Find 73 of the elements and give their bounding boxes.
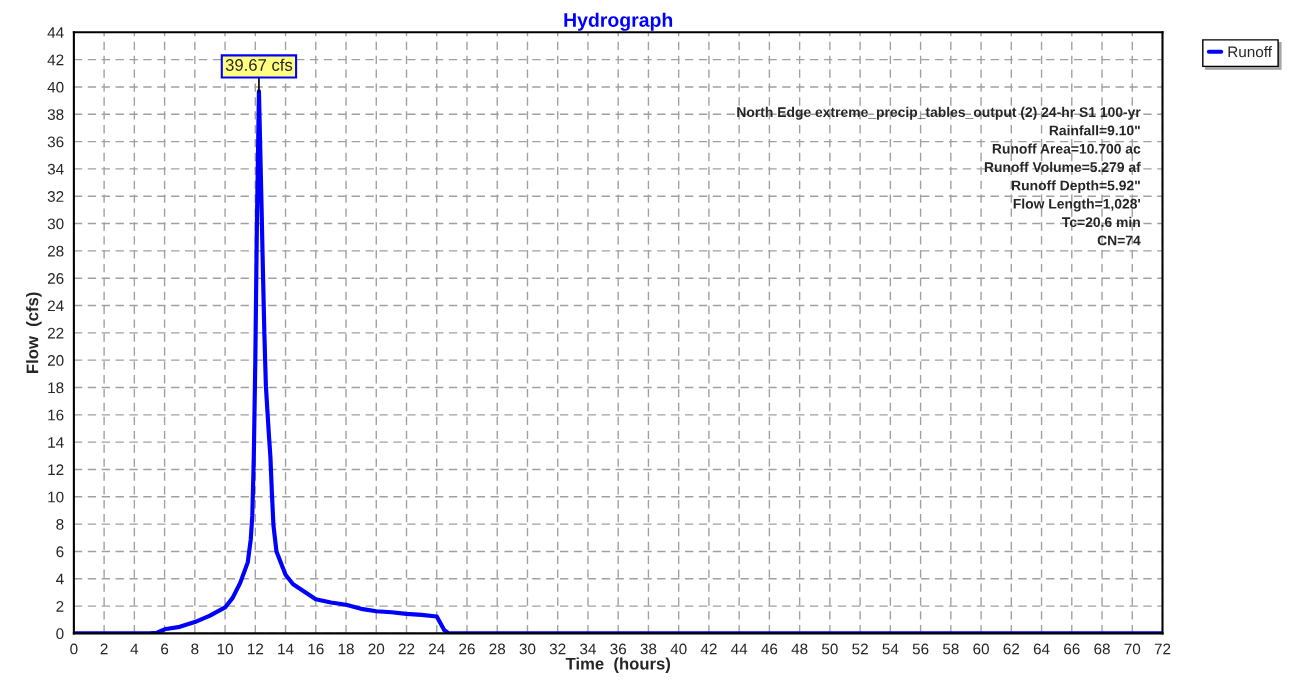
x-tick-label: 10 — [217, 643, 233, 655]
y-tick-label: 12 — [48, 464, 64, 476]
annotation: Tc=20.6 min — [1062, 216, 1140, 228]
annotation: Rainfall=9.10" — [1049, 125, 1140, 136]
x-tick-label: 54 — [882, 643, 899, 655]
x-tick-label: 32 — [549, 643, 566, 655]
x-tick-label: 42 — [700, 643, 717, 655]
x-tick-label: 34 — [580, 643, 596, 655]
y-tick-label: 6 — [56, 546, 64, 558]
annotation: Runoff Volume=5.279 af — [984, 161, 1141, 173]
x-tick-label: 4 — [130, 643, 139, 655]
x-tick-label: 36 — [610, 643, 627, 655]
x-tick-label: 44 — [731, 643, 748, 655]
x-tick-label: 52 — [852, 643, 868, 655]
y-tick-label: 18 — [48, 382, 64, 394]
x-tick-label: 38 — [640, 643, 657, 655]
x-tick-label: 68 — [1094, 643, 1110, 655]
y-tick-label: 8 — [56, 518, 64, 530]
x-tick-label: 20 — [368, 643, 385, 655]
annotation: Flow Length=1,028' — [1013, 198, 1141, 212]
x-tick-label: 70 — [1124, 643, 1141, 655]
legend-label: Runoff — [1228, 46, 1273, 58]
y-axis-title: Flow (cfs) — [26, 292, 42, 373]
y-tick-label: 26 — [47, 273, 64, 284]
x-tick-label: 62 — [1003, 643, 1020, 655]
x-tick-label: 64 — [1033, 643, 1050, 655]
x-tick-label: 26 — [459, 643, 475, 655]
y-tick-label: 38 — [47, 109, 64, 120]
x-tick-label: 56 — [912, 643, 929, 655]
annotation: Runoff Depth=5.92" — [1012, 180, 1140, 194]
x-tick-label: 22 — [398, 643, 415, 655]
x-tick-label: 0 — [70, 643, 78, 655]
y-tick-label: 10 — [48, 491, 64, 503]
annotation: CN=74 — [1097, 235, 1141, 246]
x-tick-label: 58 — [942, 643, 959, 655]
x-tick-label: 16 — [308, 643, 324, 655]
x-tick-label: 8 — [191, 643, 199, 655]
y-tick-label: 14 — [48, 437, 64, 448]
y-tick-label: 34 — [47, 163, 64, 175]
x-tick-label: 60 — [973, 643, 989, 655]
x-tick-label: 28 — [489, 643, 506, 655]
annotation: North Edge extreme_precip_tables_output (2) 24-hr S1 100-yr — [737, 106, 1141, 120]
y-tick-label: 44 — [47, 27, 64, 38]
x-tick-label: 46 — [761, 643, 778, 655]
x-tick-label: 48 — [791, 643, 808, 655]
x-tick-label: 72 — [1154, 643, 1171, 655]
x-tick-label: 14 — [278, 643, 294, 655]
y-tick-label: 0 — [56, 628, 64, 640]
y-tick-label: 4 — [56, 573, 64, 585]
y-tick-label: 32 — [47, 191, 64, 202]
y-tick-label: 30 — [47, 218, 64, 230]
y-tick-label: 42 — [47, 54, 64, 66]
y-tick-label: 16 — [48, 409, 64, 421]
x-tick-label: 30 — [519, 643, 536, 655]
x-tick-label: 18 — [338, 643, 354, 655]
x-axis-title: Time (hours) — [565, 657, 670, 673]
y-tick-label: 40 — [47, 81, 64, 93]
annotation: Runoff Area=10.700 ac — [992, 143, 1141, 154]
x-tick-label: 12 — [247, 643, 264, 655]
y-tick-label: 22 — [47, 327, 64, 339]
y-tick-label: 20 — [47, 355, 64, 366]
y-tick-label: 24 — [47, 300, 64, 312]
annotation: 39.67 cfs — [225, 58, 293, 71]
x-tick-label: 6 — [161, 643, 169, 655]
y-tick-label: 28 — [47, 245, 64, 257]
x-tick-label: 2 — [100, 643, 108, 655]
y-tick-label: 36 — [47, 136, 64, 148]
chart-title: Hydrograph — [564, 12, 673, 31]
x-tick-label: 40 — [670, 643, 687, 655]
y-tick-label: 2 — [56, 600, 64, 612]
x-tick-label: 24 — [429, 643, 445, 655]
x-tick-label: 66 — [1064, 643, 1080, 655]
x-tick-label: 50 — [821, 643, 838, 655]
